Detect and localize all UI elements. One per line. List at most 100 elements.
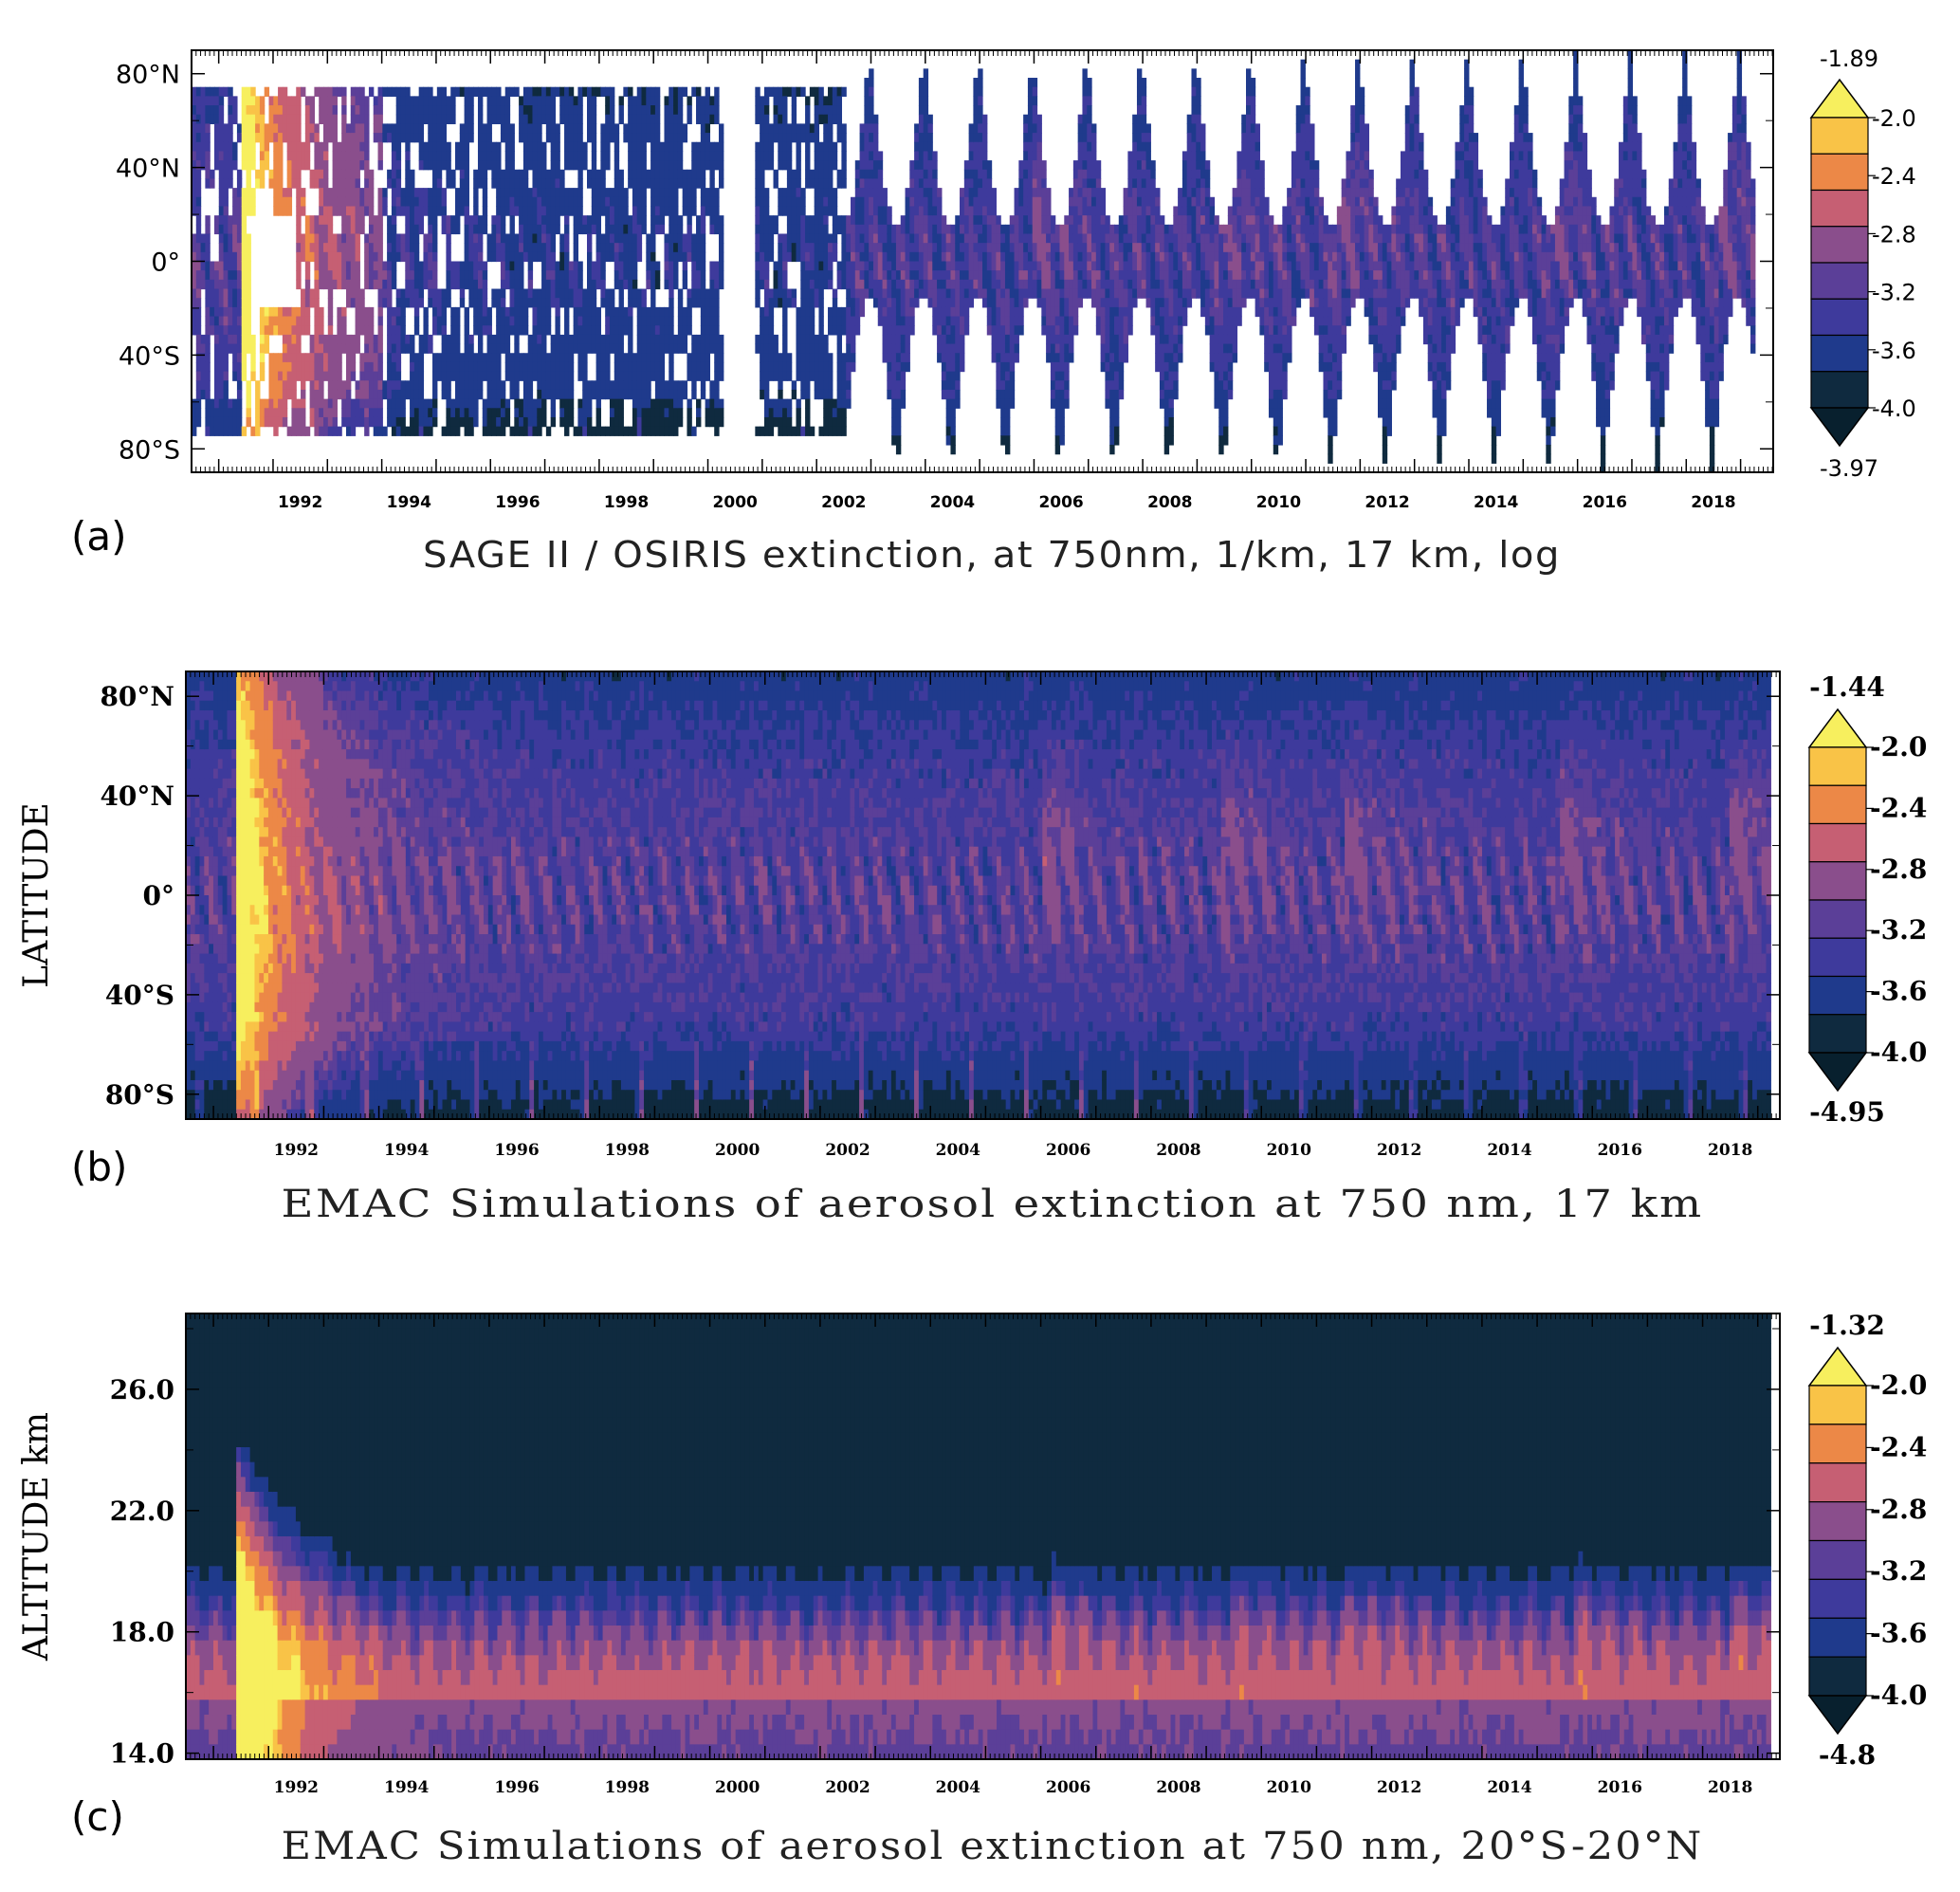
heatmap-cell [223,298,229,308]
heatmap-cell [927,251,933,263]
heatmap-cell [504,261,511,271]
heatmap-cell [836,398,843,409]
heatmap-cell [382,288,388,299]
heatmap-cell [464,408,469,418]
heatmap-cell [314,151,320,161]
heatmap-cell [778,233,783,244]
heatmap-cell [432,306,438,318]
heatmap-cell [869,288,874,299]
heatmap-cell [636,288,643,299]
heatmap-cell [423,196,429,208]
heatmap-cell [1054,316,1061,326]
heatmap-cell [223,169,229,180]
heatmap-cell [432,279,438,290]
heatmap-cell [482,224,488,235]
heatmap-cell [654,169,661,180]
heatmap-cell [296,408,302,418]
heatmap-cell [600,206,606,216]
heatmap-cell [823,206,829,216]
heatmap-cell [1000,298,1006,308]
heatmap-cell [327,188,334,198]
heatmap-cell [455,261,461,271]
heatmap-cell [677,105,684,116]
heatmap-cell [705,306,711,318]
heatmap-cell [664,96,669,106]
heatmap-cell [541,316,547,326]
heatmap-cell [823,371,829,381]
heatmap-cell [522,251,529,263]
heatmap-cell [864,96,870,106]
heatmap-cell [895,353,902,363]
heatmap-cell [923,133,929,143]
heatmap-cell [205,279,211,290]
heatmap-cell [632,243,638,253]
heatmap-cell [814,96,820,106]
heatmap-cell [859,306,865,318]
heatmap-cell [537,361,542,373]
heatmap-cell [559,416,565,428]
heatmap-cell [291,334,297,345]
heatmap-cell [368,371,375,381]
heatmap-cell [345,169,352,180]
heatmap-cell [228,86,233,97]
heatmap-cell [395,160,402,171]
heatmap-cell [236,298,243,308]
heatmap-cell [232,371,238,381]
heatmap-cell [192,178,197,189]
heatmap-cell [654,398,661,409]
heatmap-cell [278,169,284,180]
heatmap-cell [814,188,820,198]
heatmap-cell [760,426,765,436]
heatmap-cell [564,306,570,318]
heatmap-cell [519,279,524,290]
heatmap-cell [268,408,274,418]
heatmap-cell [1009,380,1016,391]
heatmap-cell [1018,316,1024,326]
heatmap-cell [1009,261,1016,271]
heatmap-cell [982,233,988,244]
heatmap-cell [1009,224,1016,235]
heatmap-cell [541,270,547,281]
heatmap-cell [359,215,365,226]
heatmap-cell [355,270,360,281]
heatmap-cell [355,298,360,308]
heatmap-cell [323,160,329,171]
heatmap-cell [1000,398,1006,409]
heatmap-cell [846,224,852,235]
heatmap-cell [278,361,284,373]
heatmap-cell [332,133,338,143]
heatmap-cell [577,279,583,290]
heatmap-cell [436,206,443,216]
heatmap-cell [1014,243,1019,253]
heatmap-cell [192,316,197,326]
heatmap-cell [473,196,479,208]
heatmap-cell [241,325,247,336]
heatmap-cell [832,160,838,171]
heatmap-cell [669,251,674,263]
heatmap-cell [595,270,601,281]
heatmap-cell [200,151,206,161]
heatmap-cell [582,316,588,326]
heatmap-cell [859,224,865,235]
heatmap-cell [709,261,715,271]
heatmap-cell [595,353,601,363]
heatmap-cell [605,233,611,244]
heatmap-cell [605,325,611,336]
heatmap-cell [555,151,560,161]
heatmap-cell [632,371,638,381]
heatmap-cell [800,123,806,134]
heatmap-cell [927,224,933,235]
heatmap-cell [232,306,238,318]
heatmap-cell [691,188,697,198]
heatmap-cell [755,196,760,208]
heatmap-cell [832,306,838,318]
heatmap-cell [628,233,633,244]
heatmap-cell [923,196,929,208]
heatmap-cell [937,279,943,290]
heatmap-cell [455,371,461,381]
heatmap-cell [332,114,338,124]
heatmap-cell [428,188,433,198]
heatmap-cell [341,316,347,326]
heatmap-cell [332,86,338,97]
heatmap-cell [509,426,515,436]
